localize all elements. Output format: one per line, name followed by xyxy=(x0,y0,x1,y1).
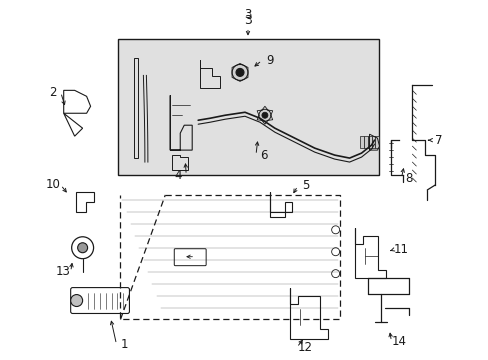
Text: 2: 2 xyxy=(49,86,57,99)
Text: 13: 13 xyxy=(55,265,70,278)
Circle shape xyxy=(236,68,244,76)
Polygon shape xyxy=(367,136,371,148)
Text: 1: 1 xyxy=(121,338,128,351)
Circle shape xyxy=(262,112,267,118)
Text: 3: 3 xyxy=(244,8,251,21)
Circle shape xyxy=(78,243,87,253)
Polygon shape xyxy=(359,136,363,148)
Polygon shape xyxy=(363,136,367,148)
Polygon shape xyxy=(375,136,379,148)
Text: 3: 3 xyxy=(244,14,251,27)
Text: 9: 9 xyxy=(265,54,273,67)
Text: 6: 6 xyxy=(260,149,267,162)
Text: 10: 10 xyxy=(45,179,60,192)
Text: 4: 4 xyxy=(174,168,182,181)
Polygon shape xyxy=(371,136,375,148)
Circle shape xyxy=(259,109,270,121)
Text: 8: 8 xyxy=(405,171,412,185)
Text: 7: 7 xyxy=(435,134,442,147)
FancyBboxPatch shape xyxy=(118,39,379,175)
Text: 11: 11 xyxy=(393,243,408,256)
Text: 12: 12 xyxy=(297,341,312,354)
Text: 5: 5 xyxy=(302,180,309,193)
FancyBboxPatch shape xyxy=(71,288,129,314)
Text: 14: 14 xyxy=(391,335,406,348)
FancyBboxPatch shape xyxy=(174,249,206,266)
Circle shape xyxy=(71,294,82,306)
Circle shape xyxy=(232,64,247,80)
Circle shape xyxy=(72,237,93,259)
